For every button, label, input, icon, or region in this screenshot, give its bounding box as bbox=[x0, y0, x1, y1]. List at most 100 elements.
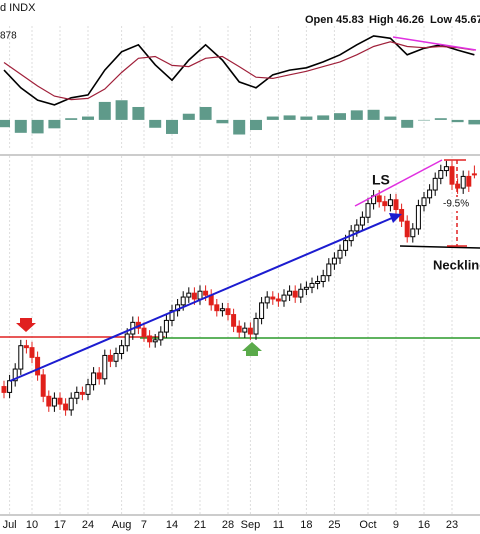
high-label: High 46.26 bbox=[369, 14, 424, 26]
x-tick-label: 7 bbox=[141, 519, 147, 531]
symbol: d INDX bbox=[0, 2, 36, 14]
candle-body bbox=[253, 317, 259, 335]
histogram-bar bbox=[132, 106, 145, 120]
candle-body bbox=[91, 372, 97, 386]
candle-body bbox=[298, 288, 304, 298]
candle-body bbox=[219, 308, 225, 312]
annotation: LS bbox=[372, 172, 390, 188]
x-tick-label: 16 bbox=[418, 519, 430, 531]
annotations: LS -9.5% Neckline 878 bbox=[0, 31, 480, 382]
candle-body bbox=[382, 201, 388, 207]
candle-body bbox=[270, 296, 276, 300]
candle-body bbox=[74, 391, 80, 399]
candle-body bbox=[107, 354, 113, 362]
candle-body bbox=[203, 290, 209, 296]
candle-body bbox=[85, 384, 91, 395]
candle-body bbox=[331, 257, 337, 265]
x-tick-label: 23 bbox=[446, 519, 458, 531]
candle-body bbox=[471, 173, 477, 176]
candle-body bbox=[46, 395, 52, 407]
histogram-bar bbox=[401, 119, 414, 128]
x-tick-label: 25 bbox=[328, 519, 340, 531]
candle-body bbox=[466, 175, 472, 187]
x-tick-label: 17 bbox=[54, 519, 66, 531]
histogram-bar bbox=[216, 119, 229, 124]
x-tick-label: 21 bbox=[194, 519, 206, 531]
histogram-bar bbox=[81, 116, 94, 120]
candle-body bbox=[287, 290, 293, 296]
histogram-bar bbox=[182, 113, 195, 120]
candle-body bbox=[147, 335, 153, 343]
histogram-bar bbox=[233, 119, 246, 135]
histogram-bar bbox=[283, 115, 296, 120]
candle-body bbox=[303, 286, 309, 290]
candle-body bbox=[96, 372, 102, 380]
candle-body bbox=[63, 403, 69, 411]
histogram-bar bbox=[31, 119, 44, 134]
annotations bbox=[0, 336, 480, 339]
candle-body bbox=[141, 327, 147, 337]
trend-line bbox=[9, 217, 393, 382]
histogram-bar bbox=[14, 119, 27, 133]
histogram-bar bbox=[48, 119, 61, 129]
candle-body bbox=[415, 205, 421, 230]
candle-body bbox=[259, 302, 265, 319]
histogram-bar bbox=[115, 100, 128, 120]
candle-body bbox=[29, 347, 35, 358]
annotation: Neckline bbox=[433, 257, 480, 272]
candle-body bbox=[7, 380, 13, 393]
candle-body bbox=[113, 352, 119, 362]
x-tick-label: Oct bbox=[359, 519, 376, 531]
histogram-bar bbox=[266, 116, 279, 120]
x-tick-label: Aug bbox=[112, 519, 132, 531]
candle-body bbox=[158, 331, 164, 341]
candle-body bbox=[309, 282, 315, 288]
low-label: Low 45.67 bbox=[430, 14, 480, 26]
candle-body bbox=[376, 195, 382, 203]
candle-body bbox=[387, 199, 393, 207]
candle-body bbox=[124, 333, 130, 347]
neckline bbox=[399, 245, 480, 249]
candle-body bbox=[57, 397, 63, 405]
candle-body bbox=[315, 280, 321, 284]
histogram-bar bbox=[199, 106, 212, 120]
candle-body bbox=[275, 298, 281, 302]
histogram-bar bbox=[367, 109, 380, 120]
label-bg bbox=[441, 197, 471, 211]
candle-body bbox=[264, 296, 270, 304]
indicator-label: 878 bbox=[0, 31, 17, 42]
candle-body bbox=[119, 345, 125, 354]
x-tick-label: 28 bbox=[222, 519, 234, 531]
candle-body bbox=[443, 166, 449, 172]
candle-body bbox=[102, 354, 108, 380]
candle-body bbox=[231, 314, 237, 327]
candle-body bbox=[197, 290, 203, 300]
candle-body bbox=[236, 325, 242, 333]
candle-body bbox=[18, 345, 24, 370]
histogram-bar bbox=[249, 119, 262, 131]
candle-body bbox=[12, 368, 18, 382]
candle-body bbox=[180, 296, 186, 306]
histogram-bar bbox=[149, 119, 162, 128]
arrow-head bbox=[389, 213, 402, 223]
candle-body bbox=[163, 319, 169, 333]
candle-body bbox=[359, 216, 365, 226]
x-tick-label: 10 bbox=[26, 519, 38, 531]
candle-body bbox=[427, 189, 433, 199]
open-label: Open 45.83 bbox=[305, 14, 364, 26]
candle-body bbox=[354, 224, 360, 232]
candle-body bbox=[432, 177, 438, 191]
x-tick-label: 9 bbox=[393, 519, 399, 531]
histogram-bar bbox=[333, 113, 346, 120]
histogram-bar bbox=[417, 119, 430, 121]
candle-body bbox=[51, 397, 57, 407]
candle-body bbox=[404, 220, 410, 238]
histogram-bar bbox=[451, 119, 464, 123]
x-tick-label: Jul bbox=[3, 519, 17, 531]
histogram-bar bbox=[350, 110, 363, 120]
candle-body bbox=[449, 166, 455, 185]
candle-body bbox=[343, 240, 349, 251]
x-tick-label: 11 bbox=[273, 519, 284, 531]
